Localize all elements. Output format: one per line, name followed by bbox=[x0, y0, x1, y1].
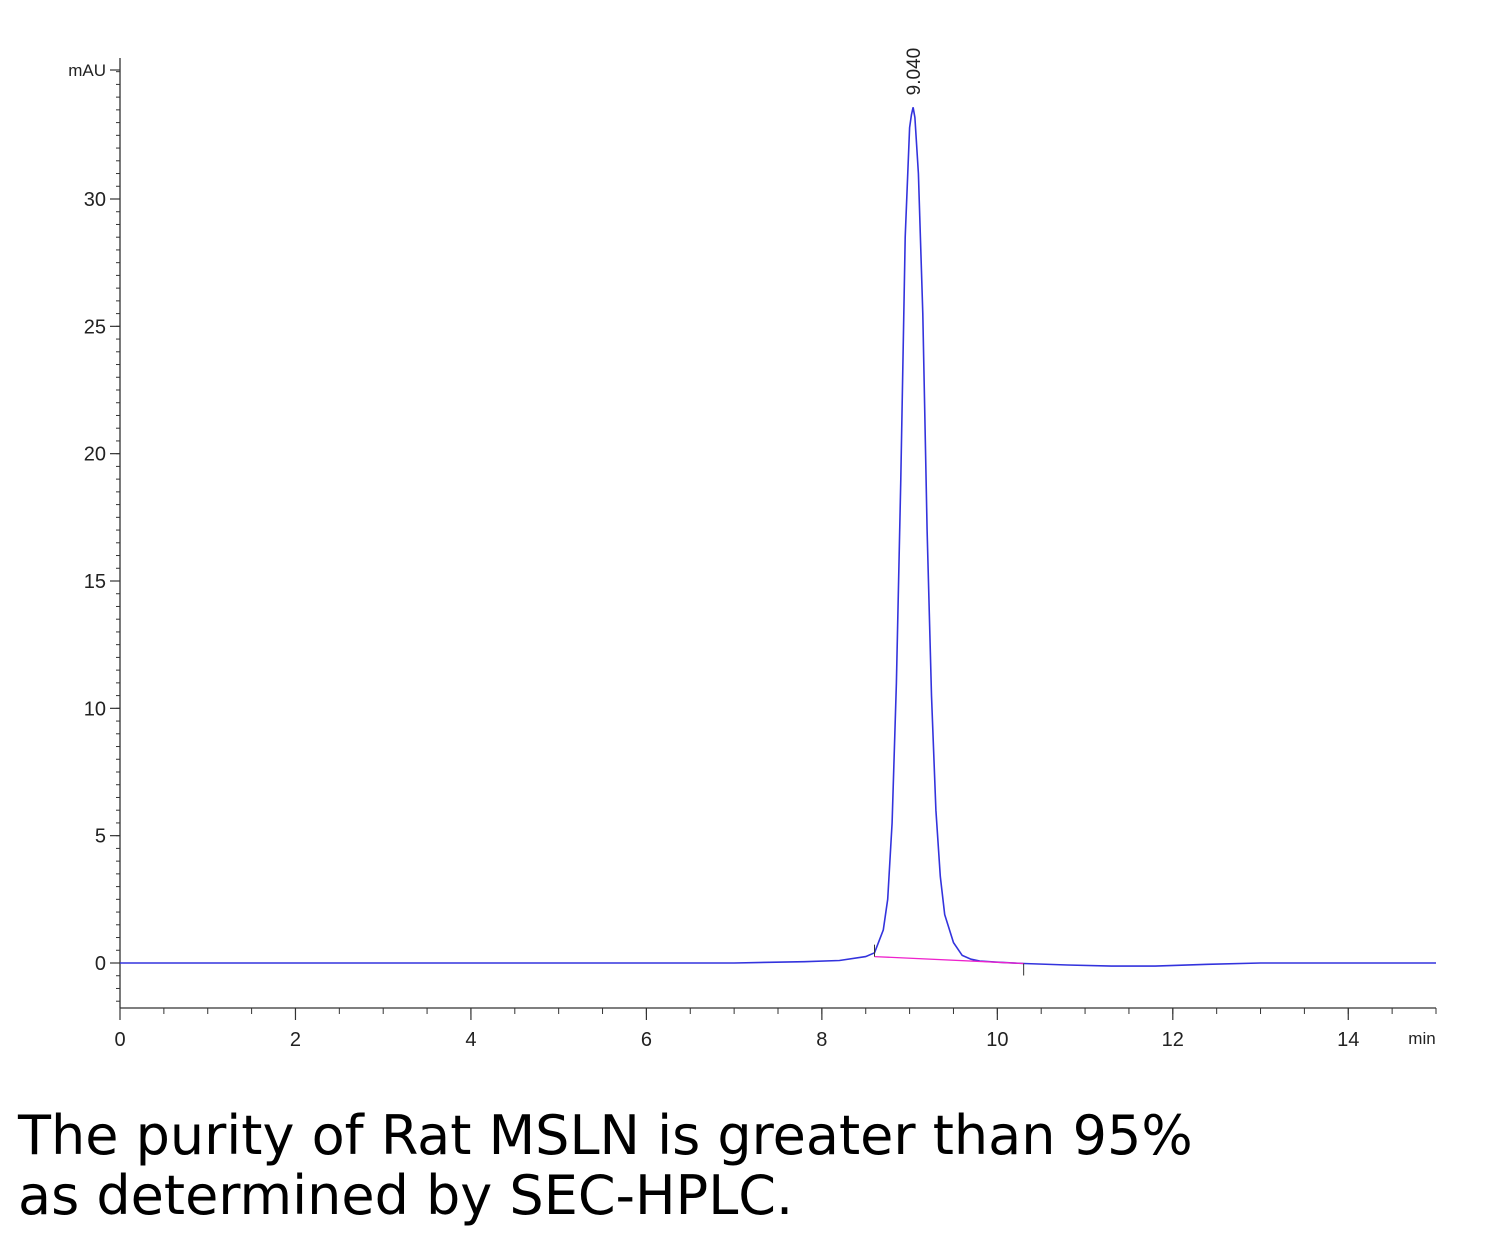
caption-line-1: The purity of Rat MSLN is greater than 9… bbox=[18, 1104, 1193, 1167]
x-tick-label: 14 bbox=[1337, 1029, 1359, 1051]
y-tick-label: 25 bbox=[84, 316, 106, 338]
x-tick-label: 2 bbox=[290, 1029, 301, 1051]
chart-axes bbox=[119, 58, 1436, 1009]
peak-retention-label: 9.040 bbox=[904, 48, 925, 96]
baseline-integration-line bbox=[874, 955, 1024, 965]
chromatogram-chart: 0 5 10 15 20 25 30 mAU 0 2 4 6 8 10 12 14 min 9.040 bbox=[68, 48, 1437, 1051]
x-axis-ticks: 0 2 4 6 8 10 12 14 min bbox=[114, 1008, 1437, 1051]
y-axis-ticks: 0 5 10 15 20 25 30 mAU bbox=[68, 61, 120, 1002]
y-tick-label: 0 bbox=[95, 953, 106, 975]
y-tick-label: 20 bbox=[84, 444, 106, 466]
y-unit-label: mAU bbox=[68, 61, 106, 80]
x-tick-label: 6 bbox=[641, 1029, 652, 1051]
chromatogram-trace bbox=[120, 107, 1436, 967]
y-tick-label: 10 bbox=[84, 698, 106, 720]
figure-caption: The purity of Rat MSLN is greater than 9… bbox=[18, 1106, 1478, 1226]
x-tick-label: 12 bbox=[1162, 1029, 1184, 1051]
y-tick-label: 30 bbox=[84, 189, 106, 211]
x-tick-label: 8 bbox=[816, 1029, 827, 1051]
caption-line-2: as determined by SEC-HPLC. bbox=[18, 1164, 794, 1227]
y-tick-label: 15 bbox=[84, 571, 106, 593]
x-unit-label: min bbox=[1408, 1029, 1435, 1048]
x-tick-label: 4 bbox=[465, 1029, 476, 1051]
plot-area: 9.040 bbox=[120, 48, 1436, 976]
x-tick-label: 10 bbox=[986, 1029, 1008, 1051]
x-tick-label: 0 bbox=[114, 1029, 125, 1051]
y-tick-label: 5 bbox=[95, 826, 106, 848]
